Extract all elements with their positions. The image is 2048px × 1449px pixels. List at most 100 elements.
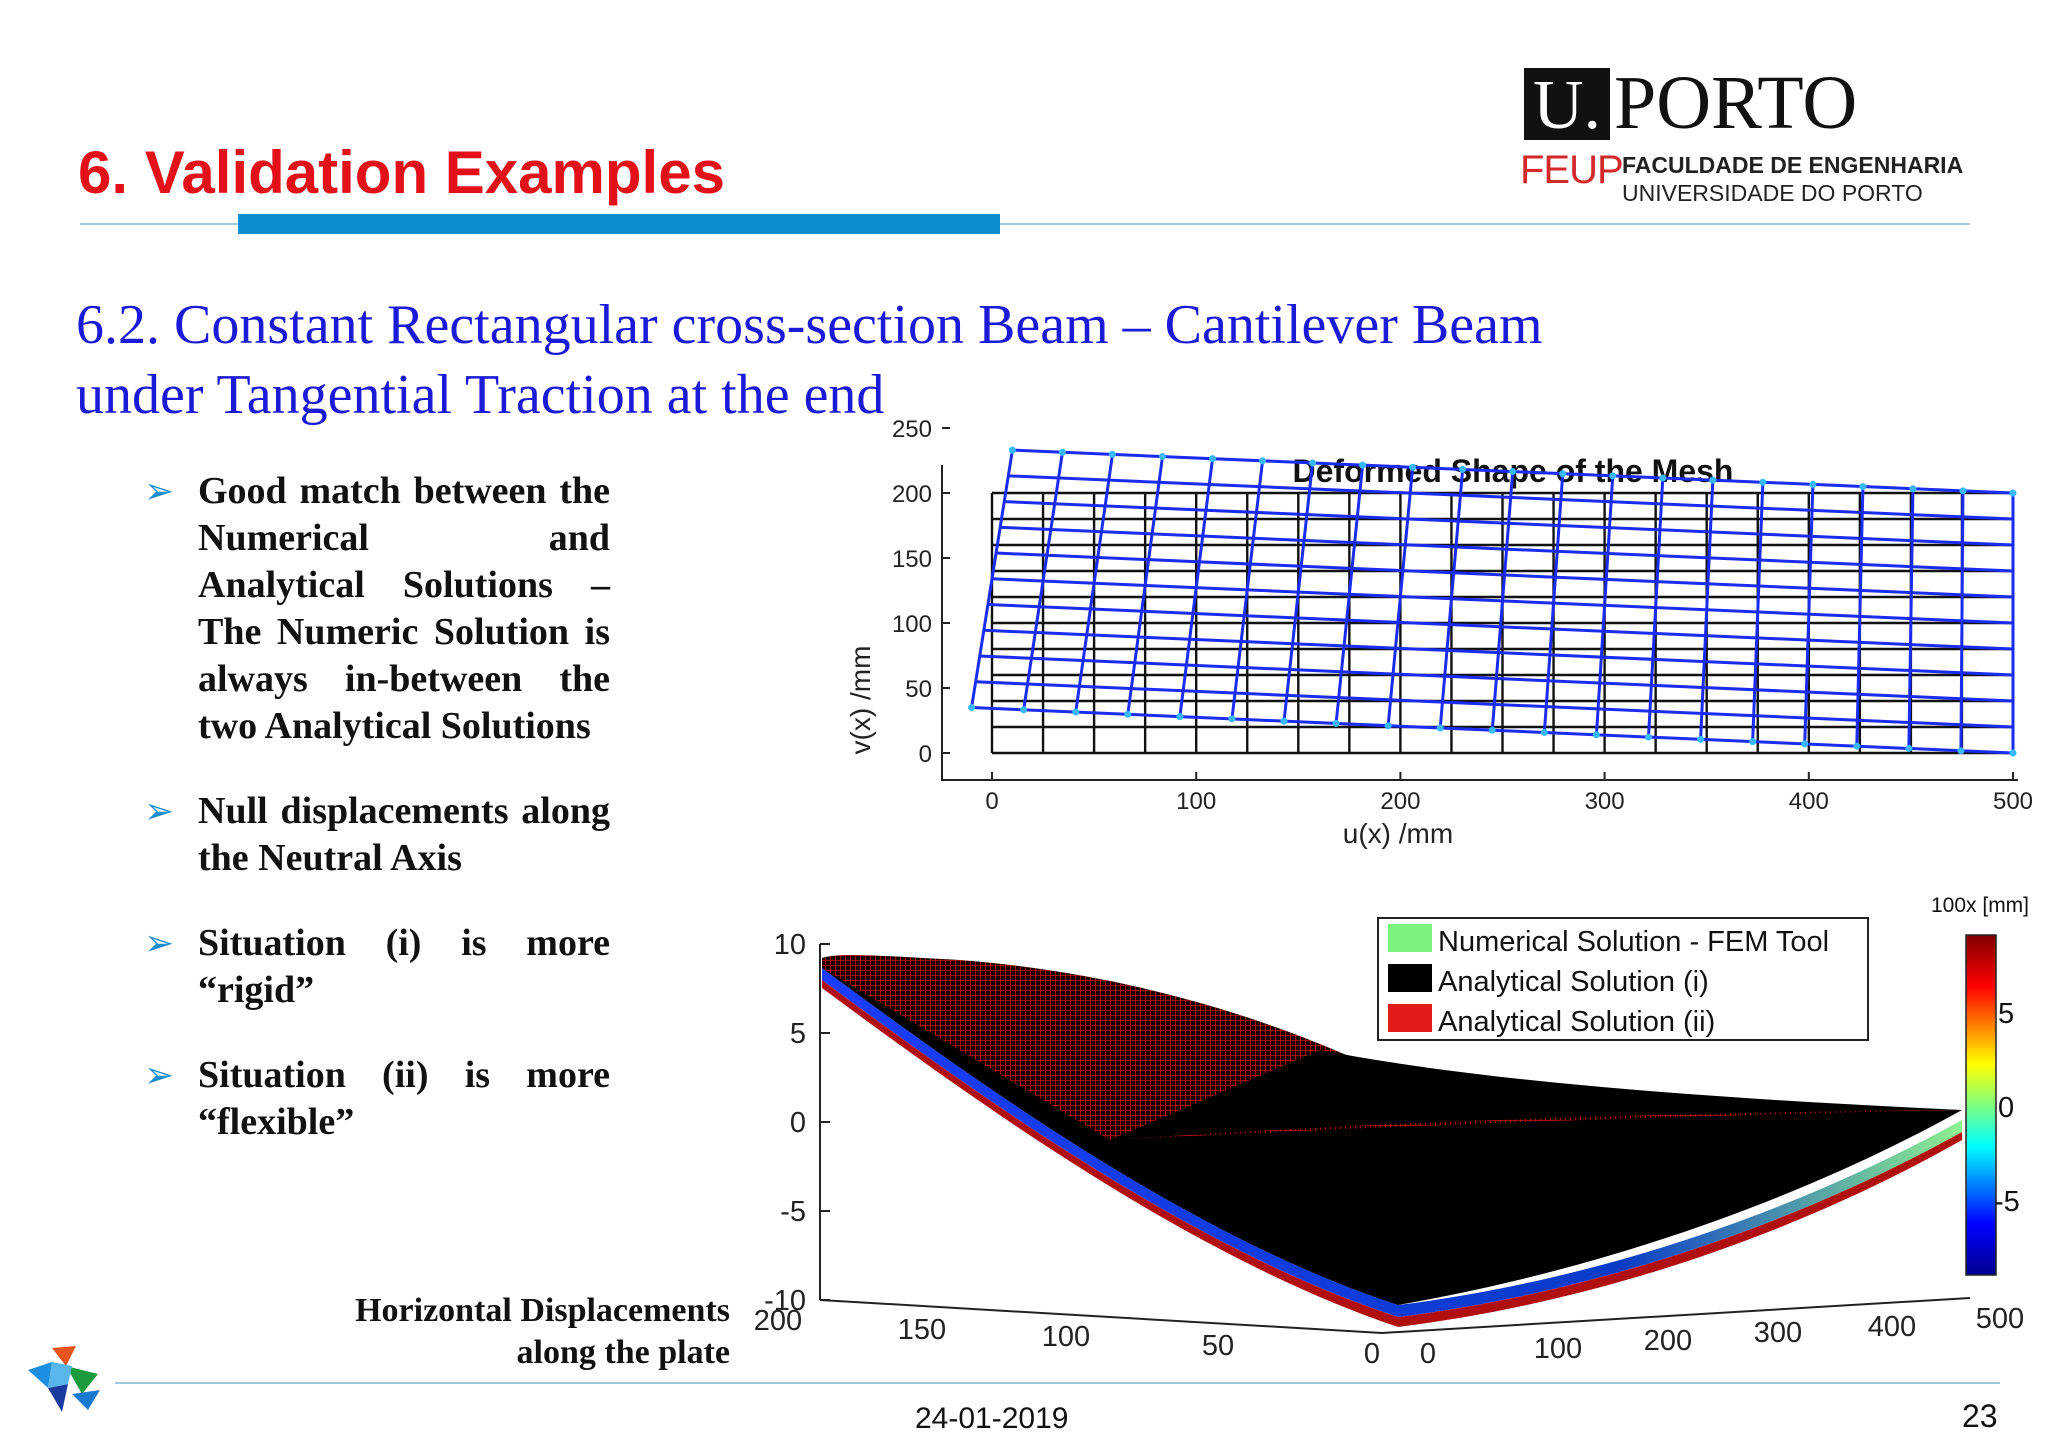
analytical-ii-surface [822, 954, 1962, 1140]
bullet-item: ➢ Null displacements along the Neutral A… [144, 790, 610, 879]
mesh-node-point [1409, 463, 1417, 471]
mesh-x-tick-label: 0 [985, 788, 998, 815]
subtitle-line-2: under Tangential Traction at the end [76, 364, 885, 426]
mesh-node-point [1959, 487, 1967, 495]
mesh-x-tick-label: 200 [1380, 788, 1420, 815]
mesh-deformed-line [991, 577, 2014, 625]
mesh-node-point [1697, 735, 1705, 743]
mesh-node-point [1058, 448, 1066, 456]
section-subtitle: 6.2. Constant Rectangular cross-section … [76, 290, 1543, 430]
surface-x-tick-label: 200 [1644, 1325, 1692, 1357]
mesh-node-point [1759, 478, 1767, 486]
mesh-y-tick-label: 250 [892, 416, 932, 443]
slide-date: 24-01-2019 [915, 1402, 1069, 1435]
uporto-logo-mark: U. [1524, 68, 1610, 144]
uporto-logo-text: PORTO [1614, 61, 1858, 145]
bullet-item: ➢ Situation (i) is more “rigid” [144, 922, 610, 1011]
mesh-x-tick-label: 500 [1993, 788, 2033, 815]
mesh-node-point [1859, 483, 1867, 491]
mesh-axes: 0 50 100 150 200 250 0 100 200 300 400 500 [892, 416, 2033, 815]
mesh-node-point [1609, 472, 1617, 480]
mesh-node-point [1559, 470, 1567, 478]
mesh-x-axis-label: u(x) /mm [1343, 818, 1453, 849]
mesh-node-point [1384, 722, 1392, 730]
mesh-deformed-line [996, 551, 2014, 599]
mesh-node-point [1809, 480, 1817, 488]
mesh-deformed-line [1004, 500, 2014, 547]
arrow-bullet-icon: ➢ [144, 923, 175, 963]
mesh-node-point [1259, 457, 1267, 465]
mesh-y-tick-label: 0 [919, 741, 932, 768]
project-logo-icon [28, 1346, 100, 1412]
surface-y-tick-label: 150 [898, 1314, 946, 1346]
mesh-node-point [1209, 455, 1217, 463]
surface-x-tick-label: 100 [1534, 1333, 1582, 1365]
surface-z-tick-label: 5 [790, 1018, 806, 1050]
mesh-y-tick-label: 150 [892, 546, 932, 573]
page-number: 23 [1962, 1398, 1998, 1434]
mesh-y-tick-label: 50 [905, 676, 932, 703]
mesh-node-point [1749, 738, 1757, 746]
mesh-node-point [1853, 742, 1861, 750]
surface-z-tick-label: 0 [790, 1107, 806, 1139]
mesh-node-point [1659, 474, 1667, 482]
surface-y-tick-label: 100 [1042, 1321, 1090, 1353]
mesh-deformed-line [983, 628, 2014, 677]
mesh-x-tick-label: 400 [1789, 788, 1829, 815]
mesh-node-point [1124, 710, 1132, 718]
surface-x-tick-label: 400 [1868, 1311, 1916, 1343]
legend-label-analytical-ii: Analytical Solution (ii) [1438, 1006, 1715, 1038]
mesh-node-point [1645, 733, 1653, 741]
bullet-item: ➢ Good match between the Numerical and A… [144, 470, 610, 747]
bullet-item: ➢ Situation (ii) is more “flexible” [144, 1054, 610, 1143]
surface-z-tick-label: 10 [774, 929, 806, 961]
mesh-node-point [1509, 468, 1517, 476]
colorbar-tick: -5 [1994, 1186, 2020, 1218]
colorbar: 100x [mm] 5 0 -5 [1931, 894, 2029, 1276]
faculty-name: FACULDADE DE ENGENHARIA [1622, 152, 1964, 178]
colorbar-tick: 5 [1998, 998, 2014, 1030]
mesh-node-point [1228, 715, 1236, 723]
university-name: UNIVERSIDADE DO PORTO [1622, 180, 1923, 206]
mesh-node-point [1436, 724, 1444, 732]
header-rule [80, 223, 1970, 225]
surface-y-tick-label: 200 [754, 1305, 802, 1337]
colorbar-label: 100x [mm] [1931, 894, 2029, 917]
mesh-node-point [1709, 476, 1717, 484]
mesh-axis-line [941, 465, 2018, 781]
mesh-deformed-grid [968, 446, 2017, 757]
legend-swatch-numerical [1388, 924, 1432, 952]
mesh-node-point [1957, 747, 1965, 755]
legend-label-numerical: Numerical Solution - FEM Tool [1438, 926, 1829, 958]
surface-legend: Numerical Solution - FEM Tool Analytical… [1377, 917, 1869, 1041]
slide-title: 6. Validation Examples [78, 139, 725, 206]
mesh-node-point [2009, 489, 2017, 497]
mesh-node-point [1592, 731, 1600, 739]
mesh-node-point [1332, 719, 1340, 727]
surface-y-ticks: 200 150 100 50 0 [754, 1305, 1380, 1370]
arrow-bullet-icon: ➢ [144, 791, 175, 831]
mesh-y-axis-label: v(x) /mm [845, 646, 876, 755]
mesh-y-tick-label: 200 [892, 481, 932, 508]
mesh-node-point [1909, 485, 1917, 493]
footer-rule [115, 1382, 2000, 1384]
mesh-deformed-line [1008, 474, 2014, 521]
mesh-node-point [1072, 708, 1080, 716]
mesh-node-point [2009, 749, 2017, 757]
mesh-deformed-line [975, 680, 2014, 729]
subtitle-line-1: 6.2. Constant Rectangular cross-section … [76, 294, 1543, 356]
bullet-list: ➢ Good match between the Numerical and A… [140, 468, 610, 1184]
surface-x-tick-label: 0 [1420, 1338, 1436, 1370]
surface-x-ticks: 0 100 200 300 400 500 [1420, 1303, 2024, 1370]
mesh-deformed-line [1000, 525, 2014, 573]
mesh-node-point [1108, 450, 1116, 458]
mesh-node-point [1540, 729, 1548, 737]
mesh-node-point [1309, 459, 1317, 467]
surface-z-ticks: 10 5 0 -5 -10 [764, 929, 830, 1317]
mesh-node-point [1459, 465, 1467, 473]
legend-swatch-analytical-i [1388, 964, 1432, 992]
legend-label-analytical-i: Analytical Solution (i) [1438, 966, 1709, 998]
mesh-x-tick-label: 100 [1176, 788, 1216, 815]
mesh-node-point [1020, 706, 1028, 714]
